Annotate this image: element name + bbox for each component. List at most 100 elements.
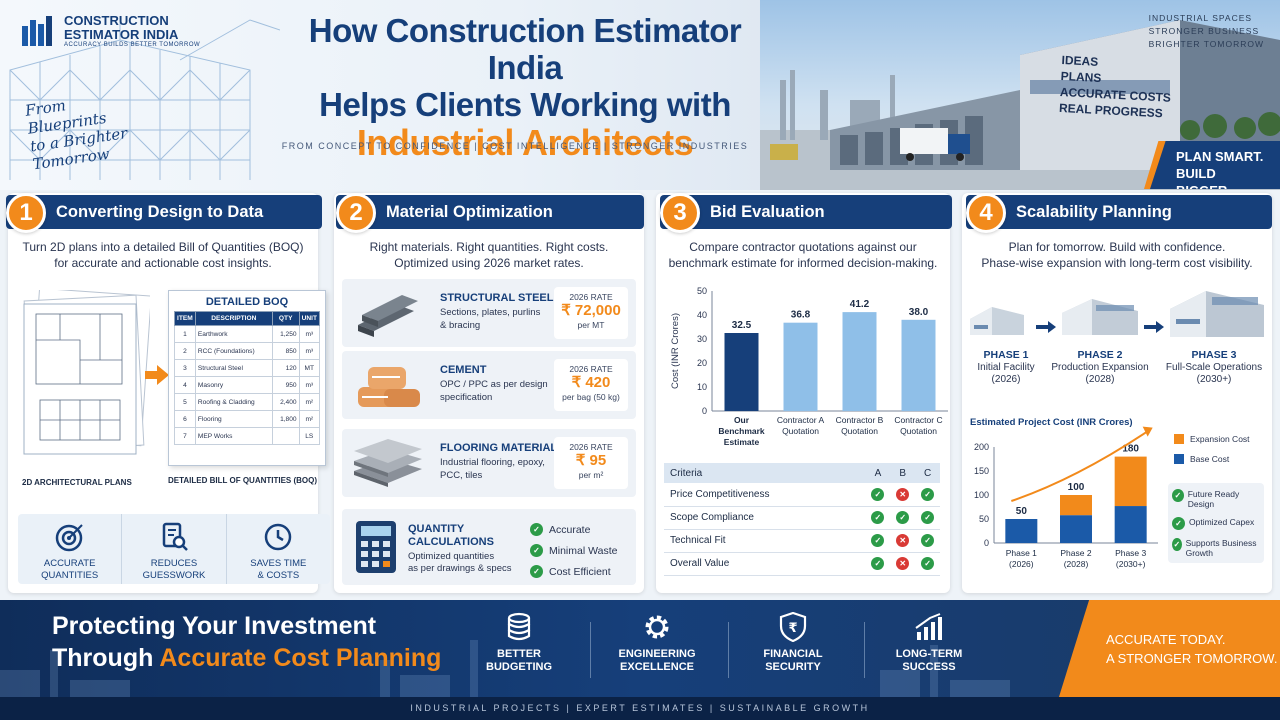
check-icon: ✓ [871,511,885,524]
rate-cement: 2026 RATE ₹ 420 per bag (50 kg) [554,359,628,411]
x-tick-label: Quotation [900,426,937,436]
boq-cell: Roofing & Cladding [194,393,273,411]
x-tick-label: Phase 1 [1006,548,1037,558]
data-label: 50 [1016,506,1028,517]
y-tick-label: 50 [979,514,989,524]
boq-cell: MEP Works [194,427,273,445]
material-structural-steel: STRUCTURAL STEEL Sections, plates, purli… [342,279,636,347]
x-tick-label: Phase 2 [1060,548,1091,558]
svg-text:₹: ₹ [788,621,797,636]
rate-flooring: 2026 RATE ₹ 95 per m² [554,437,628,489]
criteria-header-cell: Criteria [664,463,866,483]
check-icon: ✓ [1172,538,1182,551]
boq-cell: RCC (Foundations) [194,342,273,360]
criteria-cell: ✓ [890,506,916,530]
bid-comparison-chart: 0 10 20 30 40 50 Cost (INR Crores) 32.5 OurBench… [670,286,948,447]
card1-subtitle: Turn 2D plans into a detailed Bill of Qu… [22,240,304,270]
check-icon: ✓ [1172,517,1185,530]
table-row: Scope Compliance ✓ ✓ ✓ [664,506,940,530]
boq-header-cell: QTY [271,311,300,326]
footer-headline: Protecting Your Investment Through Accur… [52,612,442,672]
card3-header: 3 Bid Evaluation [660,193,952,233]
criteria-name: Technical Fit [664,529,866,553]
boq-cell: 120 [271,359,300,377]
card1-header: 1 Converting Design to Data [6,193,322,233]
clock-icon [265,523,292,551]
feature-optimized-capex: ✓ Optimized Capex [1172,517,1260,530]
step-badge-4: 4 [966,193,1006,233]
arrow-right-icon [145,365,169,385]
check-icon: ✓ [871,534,885,547]
check-icon: ✓ [921,534,935,547]
boq-cell: Earthwork [194,325,273,343]
footer-cta-banner: ACCURATE TODAY. A STRONGER TOMORROW. [1058,600,1280,700]
table-row: Price Competitiveness ✓ ✕ ✓ [664,483,940,507]
table-row: 6 Flooring 1,800 m² [174,410,321,428]
boq-cell: m² [298,393,321,411]
x-tick-label: Quotation [841,426,878,436]
chart-title: Estimated Project Cost (INR Crores) [970,417,1133,428]
boq-table: ITEM DESCRIPTION QTY UNIT 1 Earthwork 1,250 m³… [174,311,321,445]
steel-beams-icon [358,295,418,337]
boq-cell: MT [298,359,321,377]
criteria-header-cell: A [865,463,891,483]
criteria-table: Criteria A B C Price Competitiveness ✓ ✕ ✓ Scop… [664,463,940,576]
bar [724,333,759,411]
boq-cell: m² [298,410,321,428]
bar-base-cost [1060,515,1092,543]
criteria-cell: ✓ [865,483,891,507]
shield-rupee-icon: ₹ [779,612,807,642]
footer-item-success: LONG-TERM SUCCESS [874,612,984,674]
calculator-icon [356,521,396,573]
building-logo-icon [22,16,52,46]
card1-title: Converting Design to Data [56,202,264,221]
x-tick-label: Contractor B [836,415,884,425]
card-design-to-data: 1 Converting Design to Data Turn 2D plan… [6,193,330,593]
footer-divider [864,622,865,678]
boq-header-cell: ITEM [174,311,196,326]
cross-icon: ✕ [896,557,910,570]
footer-divider [590,622,591,678]
boq-cell: 7 [174,427,196,445]
footer-item-security: ₹ FINANCIAL SECURITY [738,612,848,674]
table-row: Overall Value ✓ ✕ ✓ [664,552,940,576]
building-wall-text: IDEAS PLANS ACCURATE COSTS REAL PROGRESS [1058,52,1172,121]
bar [842,312,877,411]
y-tick-label: 0 [984,538,989,548]
card-scalability-planning: 4 Scalability Planning Plan for tomorrow… [962,193,1272,593]
title-line3: Industrial Architects [356,122,694,163]
page-title: How Construction Estimator India Helps C… [270,12,780,163]
feature-future-ready: ✓ Future Ready Design [1172,489,1260,509]
company-logo[interactable]: CONSTRUCTION ESTIMATOR INDIA ACCURACY BU… [20,14,200,48]
logo-tagline: ACCURACY BUILDS BETTER TOMORROW [64,42,201,48]
x-tick-label: Our [734,415,750,425]
boq-cell [271,427,300,445]
cross-icon: ✕ [896,487,910,501]
floor-tiles-icon [354,439,422,487]
quantity-calculations-panel: QUANTITY CALCULATIONS Optimized quantitie… [342,509,636,585]
table-row: 2 RCC (Foundations) 850 m³ [174,342,321,360]
footer-item-engineering: ENGINEERING EXCELLENCE [602,612,712,674]
phase-timeline: PHASE 1 Initial Facility (2026) PHASE 2 Pro… [962,285,1272,395]
x-tick-label: Quotation [782,426,819,436]
boq-cell: 1,800 [271,410,300,428]
y-tick-label: 20 [697,358,707,368]
criteria-header-cell: B [890,463,916,483]
boq-cell: 4 [174,376,196,394]
table-row: 1 Earthwork 1,250 m³ [174,325,321,343]
boq-cell: 5 [174,393,196,411]
check-icon: ✓ [1172,489,1184,502]
bar-expansion-cost [1060,495,1092,516]
card2-subtitle: Right materials. Right quantities. Right… [369,240,609,270]
table-row: 5 Roofing & Cladding 2,400 m² [174,393,321,411]
phase-1: PHASE 1 Initial Facility (2026) [977,349,1035,385]
check-icon: ✓ [921,487,935,501]
check-minimal-waste: ✓ Minimal Waste [530,544,617,557]
step-badge-1: 1 [6,193,46,233]
boq-cell: Structural Steel [194,359,273,377]
card-bid-evaluation: 3 Bid Evaluation Compare contractor quot… [656,193,952,593]
criteria-name: Overall Value [664,552,866,576]
trend-arrow-head [1142,426,1153,437]
card4-subtitle: Plan for tomorrow. Build with confidence… [981,240,1253,270]
card2-header: 2 Material Optimization [336,193,644,233]
